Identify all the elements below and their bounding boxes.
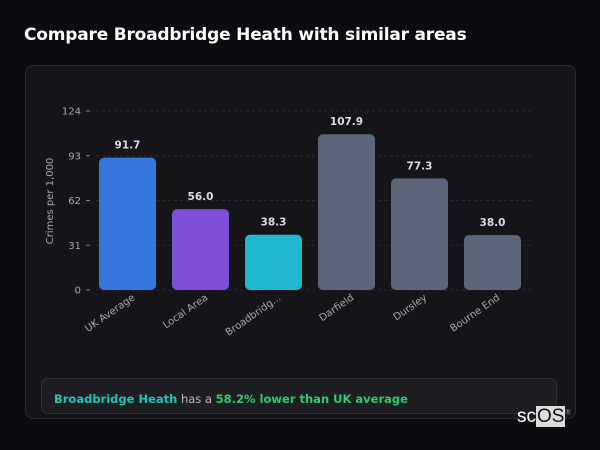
x-tick-label: UK Average xyxy=(83,292,137,334)
x-tick-label: Broadbridg... xyxy=(224,292,283,338)
y-tick-label: 93 xyxy=(68,151,81,162)
summary-area: Broadbridge Heath xyxy=(54,392,178,406)
summary-connector: has a xyxy=(180,392,212,406)
data-label: 107.9 xyxy=(330,116,363,128)
scos-logo: scOS® xyxy=(517,406,571,427)
bar[interactable] xyxy=(99,157,156,290)
summary-box: Broadbridge Heath has a 58.2% lower than… xyxy=(41,378,557,414)
y-axis-label: Crimes per 1,000 xyxy=(45,158,56,245)
data-label: 91.7 xyxy=(115,140,141,152)
x-tick-label: Bourne End xyxy=(448,292,502,334)
bar[interactable] xyxy=(391,178,448,290)
data-label: 77.3 xyxy=(407,160,433,172)
x-tick-label: Darfield xyxy=(318,292,357,324)
y-tick-label: 0 xyxy=(75,286,81,297)
bar[interactable] xyxy=(245,234,302,290)
data-label: 38.3 xyxy=(261,217,287,229)
data-label: 38.0 xyxy=(480,217,506,229)
y-tick-label: 62 xyxy=(68,196,81,207)
data-label: 56.0 xyxy=(188,191,214,203)
x-tick-label: Dursley xyxy=(392,292,430,323)
summary-comparison: 58.2% lower than UK average xyxy=(215,392,408,406)
y-tick-label: 124 xyxy=(62,107,81,118)
page-title: Compare Broadbridge Heath with similar a… xyxy=(24,25,467,45)
bar[interactable] xyxy=(318,134,375,290)
x-tick-label: Local Area xyxy=(161,292,210,331)
y-tick-label: 31 xyxy=(68,241,81,252)
bar[interactable] xyxy=(464,235,521,290)
bar[interactable] xyxy=(172,209,229,290)
